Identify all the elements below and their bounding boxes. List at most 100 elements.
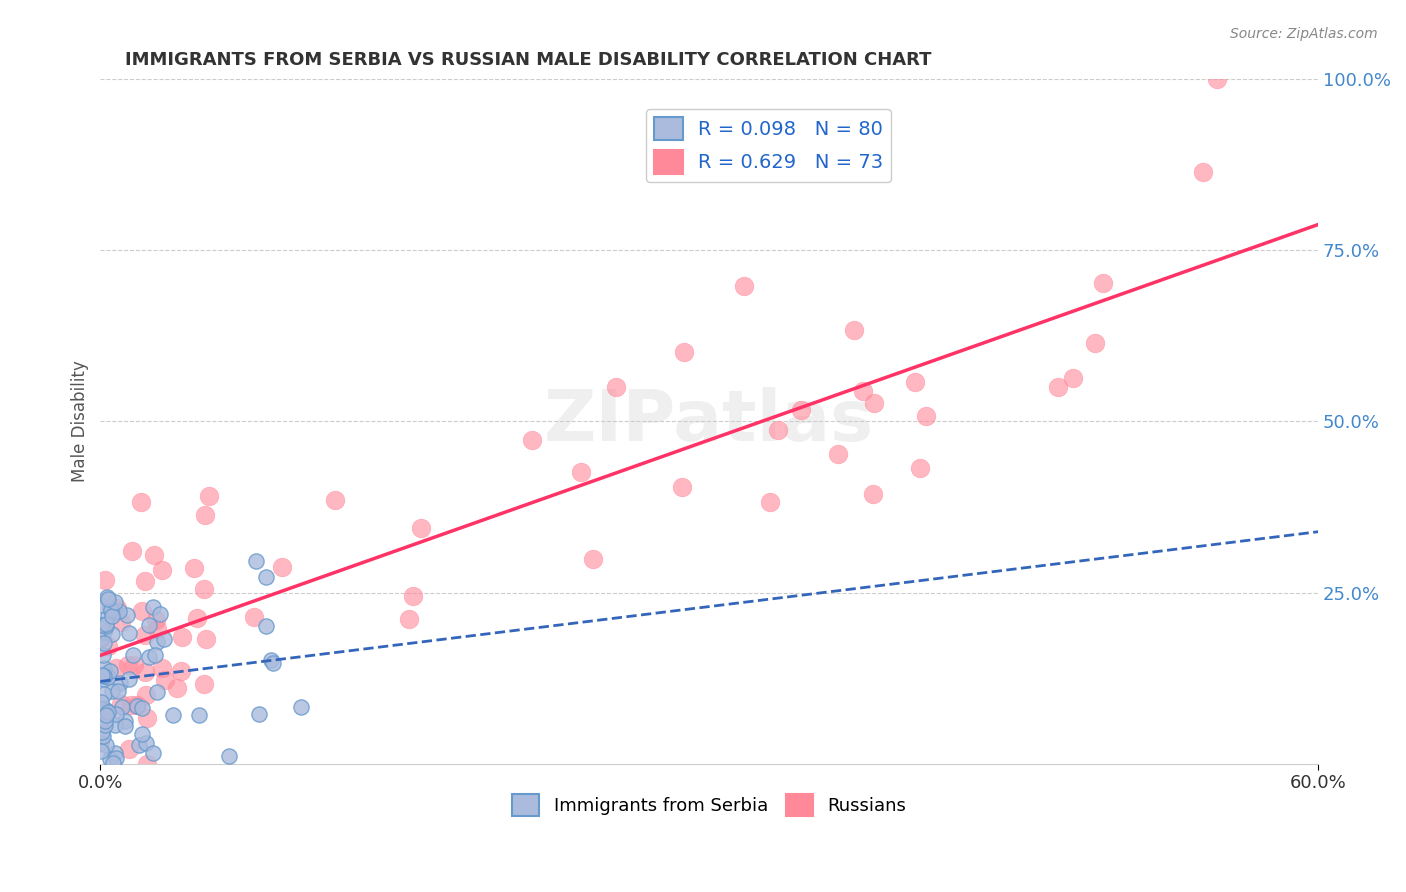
Point xyxy=(254,570,277,584)
Point xyxy=(129,495,152,509)
Point xyxy=(97,670,120,684)
Point xyxy=(605,380,627,394)
Point xyxy=(170,630,193,644)
Point xyxy=(142,549,165,563)
Point xyxy=(90,632,112,646)
Point xyxy=(94,573,117,587)
Point xyxy=(105,661,128,675)
Point xyxy=(104,717,127,731)
Point xyxy=(194,508,217,523)
Point xyxy=(218,749,240,764)
Point xyxy=(790,402,813,417)
Point xyxy=(90,744,112,758)
Point xyxy=(90,702,112,716)
Point xyxy=(243,610,266,624)
Point xyxy=(520,433,543,447)
Point xyxy=(149,607,172,621)
Point xyxy=(142,600,165,615)
Point xyxy=(93,729,115,743)
Y-axis label: Male Disability: Male Disability xyxy=(72,360,89,482)
Point xyxy=(153,632,176,646)
Point xyxy=(262,657,284,671)
Point xyxy=(117,741,139,756)
Point xyxy=(96,706,118,720)
Point xyxy=(104,605,127,619)
Point xyxy=(188,708,211,723)
Point xyxy=(90,694,112,708)
Point xyxy=(100,603,122,617)
Point xyxy=(97,609,120,624)
Point xyxy=(1192,165,1215,179)
Point xyxy=(104,751,127,765)
Point xyxy=(398,611,420,625)
Point xyxy=(93,686,115,700)
Point xyxy=(186,611,208,625)
Point xyxy=(96,616,118,631)
Point xyxy=(110,697,132,711)
Point xyxy=(96,619,118,633)
Point xyxy=(91,724,114,739)
Point xyxy=(671,480,693,494)
Point xyxy=(150,563,173,577)
Point xyxy=(101,627,124,641)
Point xyxy=(146,685,169,699)
Point xyxy=(97,639,120,653)
Point xyxy=(162,707,184,722)
Point xyxy=(195,632,218,647)
Point xyxy=(93,661,115,675)
Point xyxy=(91,618,114,632)
Point xyxy=(94,739,117,753)
Point xyxy=(98,665,121,679)
Legend: Immigrants from Serbia, Russians: Immigrants from Serbia, Russians xyxy=(505,787,914,823)
Point xyxy=(193,582,215,596)
Point xyxy=(96,667,118,681)
Point xyxy=(101,609,124,624)
Point xyxy=(120,698,142,713)
Point xyxy=(323,492,346,507)
Point xyxy=(94,714,117,728)
Point xyxy=(104,595,127,609)
Point xyxy=(110,676,132,690)
Point xyxy=(155,673,177,687)
Point xyxy=(135,688,157,702)
Point xyxy=(245,554,267,568)
Point xyxy=(1047,379,1070,393)
Point xyxy=(863,396,886,410)
Point xyxy=(842,323,865,337)
Point xyxy=(904,375,927,389)
Point xyxy=(135,756,157,771)
Point xyxy=(94,718,117,732)
Point xyxy=(90,736,112,750)
Point xyxy=(93,624,115,639)
Point xyxy=(1062,370,1084,384)
Point xyxy=(134,574,156,588)
Point xyxy=(673,344,696,359)
Point xyxy=(122,648,145,662)
Point xyxy=(121,544,143,558)
Text: IMMIGRANTS FROM SERBIA VS RUSSIAN MALE DISABILITY CORRELATION CHART: IMMIGRANTS FROM SERBIA VS RUSSIAN MALE D… xyxy=(125,51,931,69)
Point xyxy=(1205,71,1227,86)
Point xyxy=(111,700,134,714)
Point xyxy=(105,600,128,615)
Point xyxy=(166,681,188,695)
Point xyxy=(402,589,425,603)
Point xyxy=(766,424,789,438)
Point xyxy=(96,591,118,605)
Point xyxy=(134,665,156,679)
Point xyxy=(908,460,931,475)
Point xyxy=(254,618,277,632)
Point xyxy=(93,669,115,683)
Point xyxy=(91,701,114,715)
Point xyxy=(114,719,136,733)
Point xyxy=(145,614,167,628)
Point xyxy=(124,658,146,673)
Point xyxy=(183,561,205,575)
Point xyxy=(98,752,121,766)
Point xyxy=(118,626,141,640)
Point xyxy=(94,708,117,723)
Point xyxy=(114,714,136,728)
Point xyxy=(758,494,780,508)
Point xyxy=(1091,277,1114,291)
Point xyxy=(134,627,156,641)
Point xyxy=(170,664,193,678)
